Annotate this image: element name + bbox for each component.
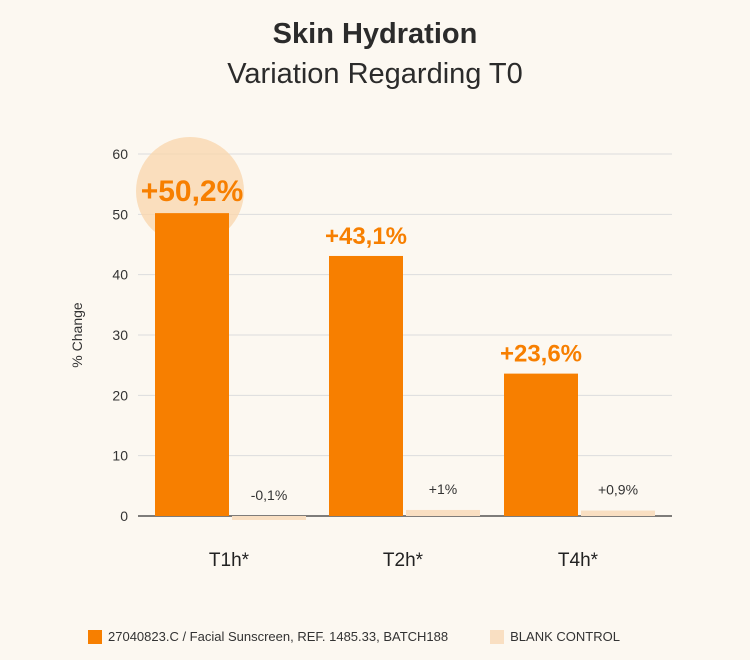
y-tick-label: 0 — [120, 508, 128, 524]
legend-item-control: BLANK CONTROL — [490, 629, 620, 644]
chart-title: Skin Hydration — [272, 18, 478, 50]
data-label-control: +1% — [429, 481, 457, 497]
legend-item-product: 27040823.C / Facial Sunscreen, REF. 1485… — [88, 629, 448, 644]
y-tick-label: 30 — [112, 327, 128, 343]
chart-subtitle: Variation Regarding T0 — [227, 58, 523, 90]
data-label-product: +43,1% — [325, 223, 407, 250]
bar-product — [504, 373, 578, 516]
bar-chart: 0 10 20 30 40 50 60 % Change +50,2% -0,1% T1h* +43,… — [69, 137, 672, 571]
y-tick-label: 50 — [112, 206, 128, 222]
legend-label-control: BLANK CONTROL — [510, 629, 620, 644]
y-tick-label: 20 — [112, 387, 128, 403]
bar-control — [581, 510, 655, 516]
y-tick-label: 40 — [112, 267, 128, 283]
bar-control — [406, 509, 480, 516]
bar-product — [155, 213, 229, 517]
bar-product — [329, 255, 403, 517]
x-tick-label: T1h* — [209, 550, 250, 571]
legend-swatch-product — [88, 629, 102, 644]
bar-control — [232, 516, 306, 520]
legend-swatch-control — [490, 629, 505, 644]
data-label-product: +23,6% — [500, 341, 582, 368]
y-tick-label: 60 — [112, 146, 128, 162]
y-axis-label: % Change — [69, 302, 85, 368]
data-label-control: -0,1% — [251, 487, 288, 503]
data-label-product: +50,2% — [141, 175, 244, 208]
legend-label-product: 27040823.C / Facial Sunscreen, REF. 1485… — [108, 629, 449, 644]
legend: 27040823.C / Facial Sunscreen, REF. 1485… — [88, 629, 620, 644]
data-label-control: +0,9% — [598, 482, 638, 498]
x-tick-label: T4h* — [558, 550, 599, 571]
x-tick-label: T2h* — [383, 550, 424, 571]
y-tick-label: 10 — [112, 448, 128, 464]
